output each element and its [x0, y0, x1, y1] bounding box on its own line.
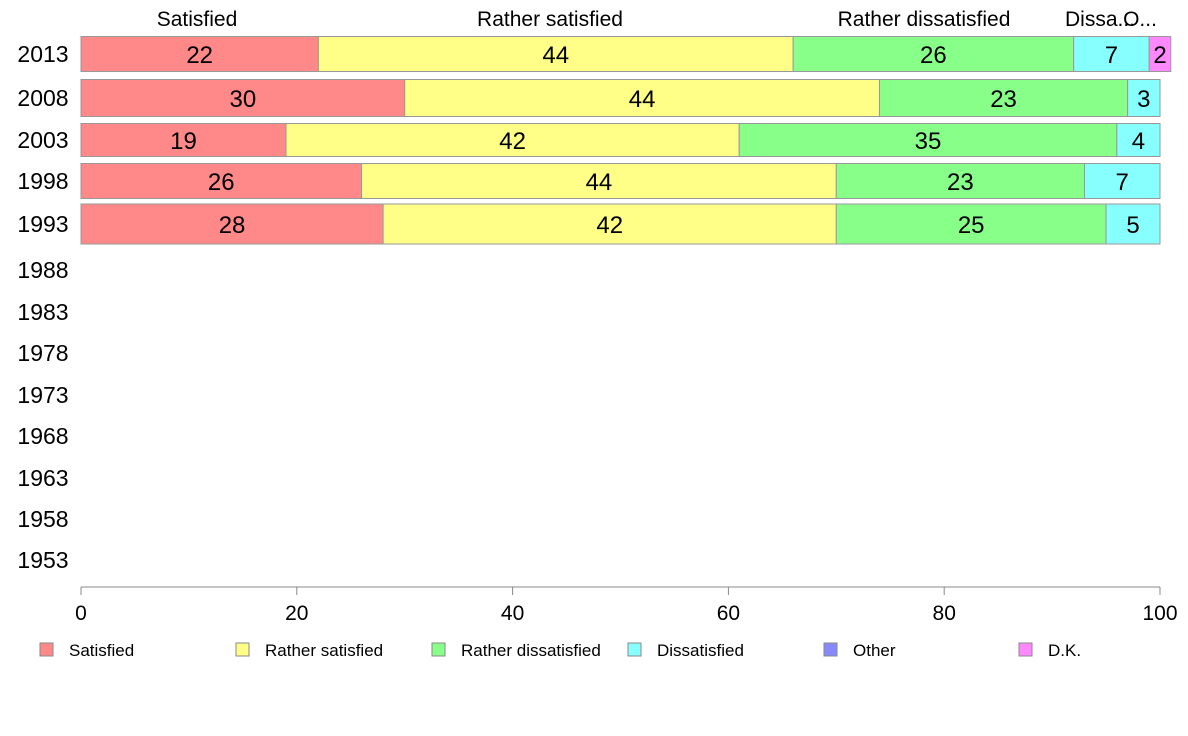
year-label-2013: 2013	[17, 41, 68, 67]
column-headers: Satisfied Rather satisfied Rather dissatis…	[157, 8, 1157, 31]
bar-2003-rather-dissatisfied	[738, 123, 1118, 157]
bar-1993-rather-satisfied	[382, 203, 837, 245]
x-axis: 0 20 40 60 80 100	[75, 586, 1178, 625]
legend-label-d-k: D.K.	[1048, 641, 1081, 660]
legend-label-other: Other	[853, 641, 896, 660]
value-label-1998-rather-satisfied: 44	[586, 169, 613, 196]
x-tick-label-40: 40	[501, 602, 524, 625]
value-label-1998-satisfied: 26	[208, 169, 235, 196]
year-label-1998: 1998	[17, 168, 68, 194]
bar-2003-satisfied	[80, 123, 287, 157]
value-label-2013-satisfied: 22	[186, 42, 213, 69]
x-tick-label-100: 100	[1142, 602, 1177, 625]
legend-label-dissatisfied: Dissatisfied	[657, 641, 744, 660]
bar-2013-d-k	[1148, 36, 1172, 72]
legend-swatch-rather-dissatisfied	[431, 642, 446, 657]
column-header-rather-satisfied: Rather satisfied	[477, 8, 623, 31]
column-header-rather-dissatisfied: Rather dissatisfied	[838, 8, 1011, 31]
bar-2008-rather-dissatisfied	[878, 79, 1129, 117]
value-label-2003-dissatisfied: 4	[1132, 128, 1145, 155]
value-label-2013-rather-dissatisfied: 26	[920, 42, 947, 69]
legend-swatch-other	[823, 642, 838, 657]
bar-1998-rather-satisfied	[361, 163, 837, 199]
year-label-1978: 1978	[17, 340, 68, 366]
legend-label-satisfied: Satisfied	[69, 641, 134, 660]
year-label-1993: 1993	[17, 211, 68, 237]
bar-2003-rather-satisfied	[285, 123, 740, 157]
x-tick-label-80: 80	[933, 602, 956, 625]
year-labels: 2013 2008 2003 1998 1993 1988 1983 1978 1973 1968…	[17, 41, 68, 573]
bar-2008-dissatisfied	[1127, 79, 1161, 117]
value-label-1993-rather-satisfied: 42	[596, 212, 623, 239]
value-label-1998-dissatisfied: 7	[1116, 169, 1129, 196]
bar-2013-rather-satisfied	[317, 36, 794, 72]
value-label-1993-rather-dissatisfied: 25	[958, 212, 985, 239]
value-label-2008-satisfied: 30	[229, 86, 256, 113]
legend-swatch-rather-satisfied	[235, 642, 250, 657]
legend-label-rather-dissatisfied: Rather dissatisfied	[461, 641, 601, 660]
x-tick-label-20: 20	[285, 602, 308, 625]
bar-1998-dissatisfied	[1083, 163, 1161, 199]
x-tick-label-60: 60	[717, 602, 740, 625]
value-label-2008-rather-dissatisfied: 23	[990, 86, 1017, 113]
bars-group: 22 44 26 7 2 30 44 23 3 19 42 35 4 26 44 23 7 28 42 25 5	[80, 36, 1172, 245]
bar-1993-satisfied	[80, 203, 384, 245]
bar-2003-dissatisfied	[1116, 123, 1161, 157]
value-label-1998-rather-dissatisfied: 23	[947, 169, 974, 196]
value-label-2003-rather-satisfied: 42	[499, 128, 526, 155]
value-label-1993-satisfied: 28	[219, 212, 246, 239]
bar-1993-dissatisfied	[1105, 203, 1161, 245]
x-tick-label-0: 0	[75, 602, 87, 625]
value-label-1993-dissatisfied: 5	[1126, 212, 1139, 239]
legend: Satisfied Rather satisfied Rather dissatis…	[39, 641, 1081, 660]
column-header-o: O...	[1123, 8, 1157, 31]
year-label-2008: 2008	[17, 85, 68, 111]
legend-swatch-d-k	[1018, 642, 1033, 657]
value-label-2013-rather-satisfied: 44	[542, 42, 569, 69]
column-header-dissa: Dissa...	[1065, 8, 1135, 31]
legend-swatch-satisfied	[39, 642, 54, 657]
legend-label-rather-satisfied: Rather satisfied	[265, 641, 383, 660]
value-label-2013-dissatisfied: 7	[1105, 42, 1118, 69]
year-label-1953: 1953	[17, 547, 68, 573]
bar-1993-rather-dissatisfied	[835, 203, 1107, 245]
year-label-1983: 1983	[17, 299, 68, 325]
year-label-1963: 1963	[17, 465, 68, 491]
value-label-2003-satisfied: 19	[170, 128, 197, 155]
bar-2008-satisfied	[80, 79, 406, 117]
year-label-1968: 1968	[17, 423, 68, 449]
year-label-2003: 2003	[17, 127, 68, 153]
value-label-2003-rather-dissatisfied: 35	[915, 128, 942, 155]
legend-swatch-dissatisfied	[627, 642, 642, 657]
bar-2008-rather-satisfied	[404, 79, 880, 117]
year-label-1958: 1958	[17, 506, 68, 532]
bar-1998-rather-dissatisfied	[835, 163, 1085, 199]
value-label-2008-rather-satisfied: 44	[629, 86, 656, 113]
value-label-2013-d-k: 2	[1153, 42, 1166, 69]
year-label-1973: 1973	[17, 382, 68, 408]
year-label-1988: 1988	[17, 257, 68, 283]
column-header-satisfied: Satisfied	[157, 8, 238, 31]
value-label-2008-dissatisfied: 3	[1137, 86, 1150, 113]
